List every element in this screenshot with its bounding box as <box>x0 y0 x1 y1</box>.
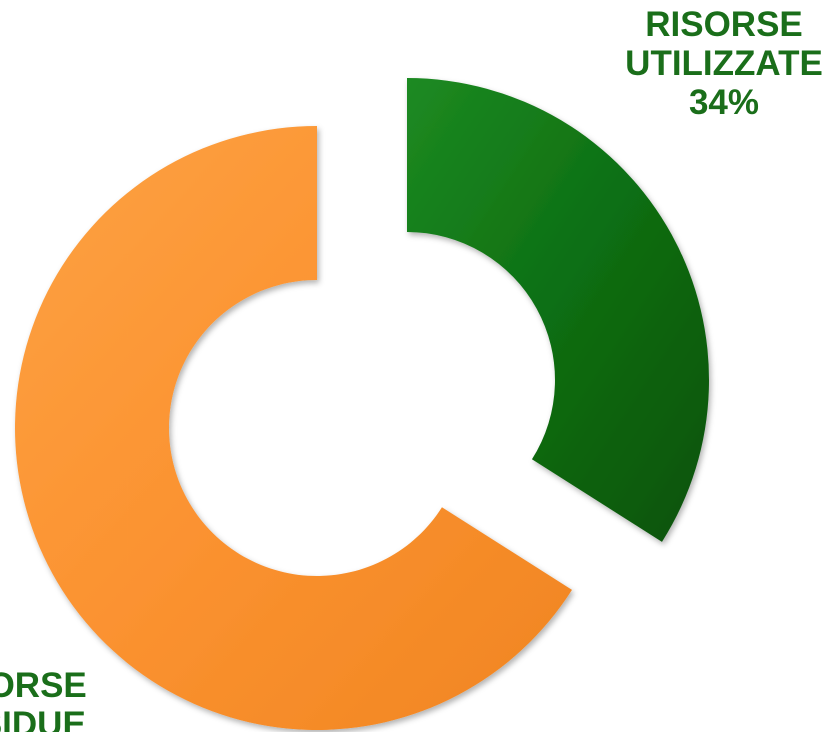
slice-risorse-residue <box>15 126 572 730</box>
label-line: 34% <box>689 83 759 122</box>
label-risorse-utilizzate: RISORSE UTILIZZATE 34% <box>625 5 823 122</box>
label-line: UTILIZZATE <box>625 44 823 83</box>
label-line: RISORSE <box>0 666 87 705</box>
slices-group <box>15 78 709 730</box>
label-line: RESIDUE <box>0 705 86 732</box>
label-risorse-residue: RISORSERESIDUE <box>0 666 87 732</box>
slice-risorse-utilizzate <box>407 78 709 542</box>
label-line: RISORSE <box>645 5 803 44</box>
